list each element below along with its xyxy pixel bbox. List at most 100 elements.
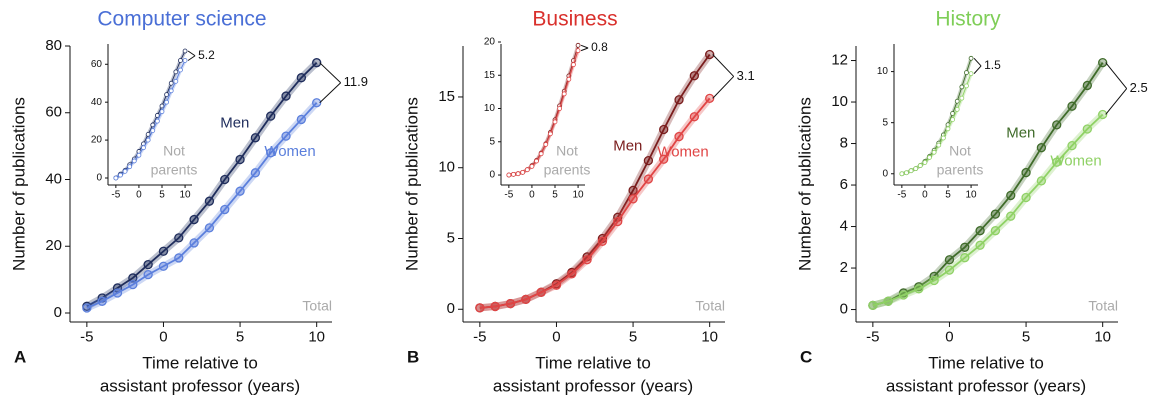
- point: [521, 294, 531, 305]
- point: [1098, 109, 1108, 120]
- x-tick-label: -5: [111, 190, 120, 201]
- point: [235, 154, 245, 165]
- point: [490, 301, 500, 312]
- x-tick-label: 5: [1022, 328, 1030, 345]
- y-tick-label: 15: [484, 70, 496, 81]
- point: [281, 131, 291, 141]
- series-line: [872, 113, 1104, 307]
- corner-label: Total: [302, 298, 332, 314]
- point: [529, 163, 535, 169]
- series-label: Men: [613, 138, 642, 155]
- x-tick-label: 5: [629, 328, 637, 345]
- point: [575, 42, 581, 48]
- point: [131, 158, 137, 164]
- point: [82, 303, 92, 313]
- x-tick-label: 0: [136, 190, 142, 201]
- x-tick-label: 10: [573, 190, 585, 201]
- x-tick-label: 0: [159, 328, 167, 345]
- point: [266, 111, 276, 121]
- point: [575, 48, 581, 54]
- x-tick-label: 0: [945, 328, 953, 345]
- corner-label: Total: [1088, 298, 1118, 314]
- gap-label: 2.5: [1130, 80, 1148, 95]
- point: [524, 167, 530, 173]
- y-tick-label: 40: [45, 170, 62, 187]
- x-tick-label: 10: [701, 328, 718, 345]
- point: [547, 131, 553, 137]
- y-tick-label: 10: [484, 103, 496, 114]
- point: [597, 236, 608, 246]
- point: [689, 71, 700, 81]
- point: [515, 171, 521, 177]
- y-tick-label: 12: [831, 51, 848, 68]
- y-tick-label: 60: [45, 104, 62, 121]
- series-label: Women: [1050, 153, 1101, 170]
- series-line: [872, 62, 1104, 307]
- point: [1052, 157, 1062, 167]
- point: [296, 73, 307, 83]
- corner-label: Total: [695, 298, 725, 314]
- point: [145, 131, 151, 137]
- x-tick-label: 10: [1094, 328, 1111, 345]
- point: [122, 168, 128, 174]
- x-tick-label: 0: [552, 328, 560, 345]
- x-tick-label: 10: [180, 190, 192, 201]
- x-axis-label: Time relative to: [142, 353, 258, 372]
- point: [964, 70, 969, 76]
- point: [312, 58, 322, 68]
- point: [613, 216, 623, 227]
- point: [1067, 140, 1077, 151]
- point: [189, 214, 199, 225]
- point: [159, 109, 165, 115]
- y-axis-label: Number of publications: [795, 97, 814, 271]
- x-tick-label: 5: [552, 190, 558, 201]
- point: [113, 175, 119, 181]
- series-line: [479, 97, 711, 309]
- inset-label: parents: [544, 162, 591, 178]
- x-tick-label: 10: [966, 190, 978, 201]
- point: [950, 111, 956, 116]
- point: [899, 171, 905, 177]
- point: [250, 133, 261, 143]
- point: [534, 158, 539, 164]
- series-line: [479, 53, 711, 309]
- point: [1098, 57, 1108, 68]
- point: [173, 78, 179, 84]
- point: [659, 124, 669, 135]
- point: [189, 238, 199, 248]
- y-tick-label: 0: [489, 170, 495, 181]
- x-axis-label: assistant professor (years): [886, 376, 1086, 395]
- y-tick-label: 10: [831, 93, 848, 110]
- point: [520, 169, 526, 175]
- point: [143, 269, 153, 280]
- gap-bracket: [319, 62, 342, 84]
- inset-label: parents: [151, 162, 198, 178]
- y-tick-label: 0: [882, 168, 888, 179]
- ci-band: [479, 52, 713, 312]
- point: [1082, 124, 1093, 134]
- point: [164, 99, 170, 105]
- point: [914, 284, 924, 294]
- series-label: Women: [657, 144, 708, 161]
- point: [150, 128, 156, 134]
- y-tick-label: 6: [840, 176, 848, 193]
- point: [1021, 167, 1031, 178]
- y-tick-label: 0: [840, 301, 848, 318]
- gap-label: 1.5: [984, 58, 1001, 72]
- point: [128, 279, 138, 290]
- point: [964, 83, 969, 89]
- point: [536, 287, 546, 297]
- point: [990, 209, 1001, 219]
- point: [954, 98, 960, 104]
- series-line: [508, 50, 579, 176]
- panel-label: C: [800, 347, 812, 366]
- point: [913, 166, 919, 172]
- point: [705, 93, 715, 104]
- point: [506, 172, 512, 178]
- y-axis-label: Number of publications: [402, 97, 421, 271]
- gap-bracket: [1105, 88, 1128, 115]
- gap-bracket: [1105, 62, 1128, 89]
- point: [968, 55, 974, 61]
- point: [505, 298, 516, 309]
